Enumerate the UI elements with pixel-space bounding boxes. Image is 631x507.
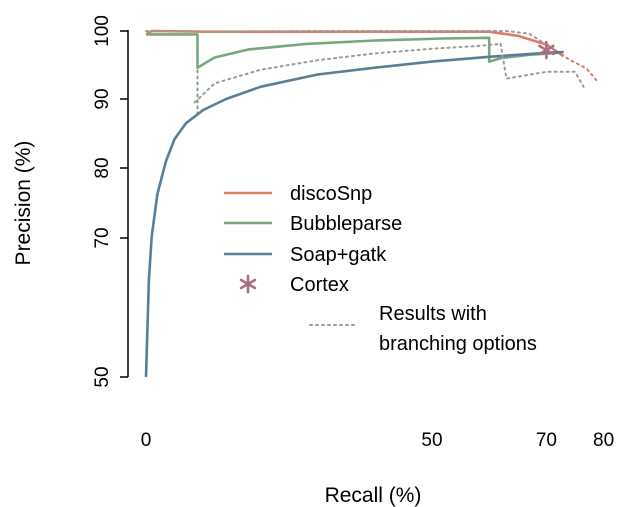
x-tick-label: 0 [141,430,152,451]
series-line-bubbleparse [146,33,558,69]
y-tick-label: 100 [92,15,113,47]
x-ticks: 0 50 70 80 [141,430,614,451]
series-line-results-with-branching-options-dotted [499,42,585,88]
legend-item-results-with-branching-options: Results with branching options [309,303,537,355]
x-tick-label: 70 [536,430,557,451]
legend-label: discoSnp [290,183,372,205]
x-axis-label: Recall (%) [325,484,422,507]
marker-cortex [538,40,555,60]
legend-label: Soap+gatk [290,244,387,266]
legend-item-cortex: Cortex [239,274,349,296]
y-ticks: 50 70 80 90 100 [92,15,128,388]
series-line-soap-gatk [144,50,564,378]
plot-area [144,29,599,378]
y-tick-label: 50 [92,366,113,387]
legend-item-bubbleparse: Bubbleparse [224,213,402,235]
legend-label: Cortex [290,274,349,296]
x-tick-label: 50 [421,430,442,451]
legend: discoSnp Bubbleparse Soap+gatk Cortex Result… [224,183,537,355]
legend-label: Bubbleparse [290,213,402,235]
y-axis-label: Precision (%) [12,141,35,266]
y-tick-label: 70 [92,227,113,248]
legend-label: branching options [379,333,537,355]
y-tick-label: 80 [92,157,113,178]
legend-symbol [239,274,257,294]
y-tick-label: 90 [92,88,113,109]
markers [538,40,555,60]
legend-item-soap-gatk: Soap+gatk [224,244,387,266]
legend-item-discosnp: discoSnp [224,183,372,205]
series-line-results-with-branching-options-dotted [145,30,548,46]
x-tick-label: 80 [593,430,614,451]
legend-label: Results with [379,303,487,325]
series-line-results-with-branching-options-dotted [193,42,502,104]
